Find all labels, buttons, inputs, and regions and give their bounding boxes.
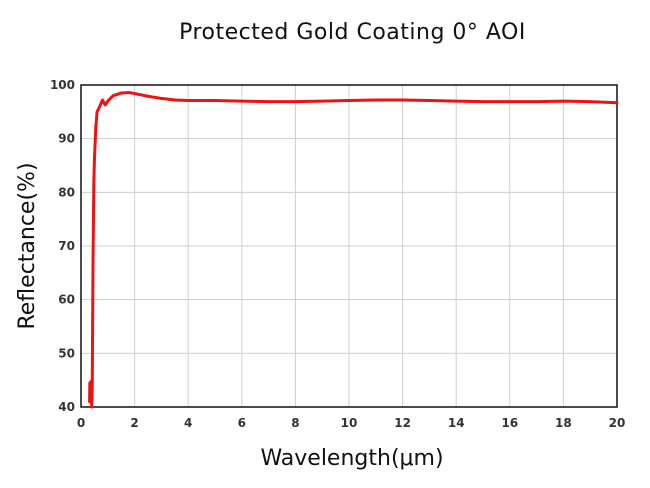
series-point [160,97,163,100]
series-point [133,92,136,95]
series-point [187,99,189,102]
y-tick-label: 70 [58,239,75,253]
series-point [589,100,591,103]
x-axis-ticks: 0 2 4 6 8 10 12 14 16 18 20 [77,416,626,430]
grid [80,84,618,408]
series-point [294,100,297,103]
x-tick-label: 12 [394,416,411,430]
series-point [112,94,114,97]
x-tick-label: 16 [501,416,518,430]
series-point [104,104,106,106]
chart-title: Protected Gold Coating 0° AOI [179,20,526,45]
series-point [94,127,97,129]
plot-frame [80,84,618,408]
series-point [91,382,94,384]
series-point [92,255,94,258]
x-tick-label: 0 [77,416,85,430]
y-tick-label: 40 [58,400,75,414]
series-point [174,99,176,101]
series-point [98,105,101,108]
series-point [90,380,92,383]
series-point [88,400,91,403]
series-group [88,91,619,409]
series-point [241,100,243,102]
y-axis-ticks: 40 50 60 70 80 90 100 [50,78,75,414]
y-tick-label: 100 [50,78,75,92]
series-point [101,99,104,101]
series-point [321,100,324,102]
y-tick-label: 50 [58,346,75,360]
x-tick-label: 20 [609,416,626,430]
series-line [88,91,619,409]
series-point [535,100,538,103]
series-point [401,99,404,101]
series-point [93,159,96,161]
series-point [482,100,484,103]
x-tick-label: 18 [555,416,572,430]
x-tick-label: 10 [341,416,358,430]
x-tick-label: 2 [130,416,138,430]
series-point [89,398,92,400]
series-point [147,95,149,98]
y-axis-label: Reflectance(%) [15,162,40,329]
series-point [428,99,431,102]
series-point [267,100,270,103]
series-point [107,100,109,102]
x-tick-label: 6 [238,416,246,430]
x-tick-label: 4 [184,416,192,430]
series-point [455,100,458,102]
series-point [120,92,122,94]
x-axis-label: Wavelength(μm) [260,446,443,471]
series-point [509,100,511,103]
series-point [93,180,95,183]
x-tick-label: 8 [291,416,299,430]
y-tick-label: 90 [58,132,75,146]
series-point [128,91,131,94]
series-point [89,382,91,384]
y-tick-label: 60 [58,293,75,307]
series-point [96,111,98,113]
y-tick-label: 80 [58,185,75,199]
series-point [562,100,565,102]
series-point [616,101,618,104]
series-point [214,99,216,102]
series-line-group [88,91,619,409]
series-point [375,99,377,101]
x-tick-label: 14 [448,416,465,430]
series-point [90,406,93,408]
series-point [348,99,350,102]
